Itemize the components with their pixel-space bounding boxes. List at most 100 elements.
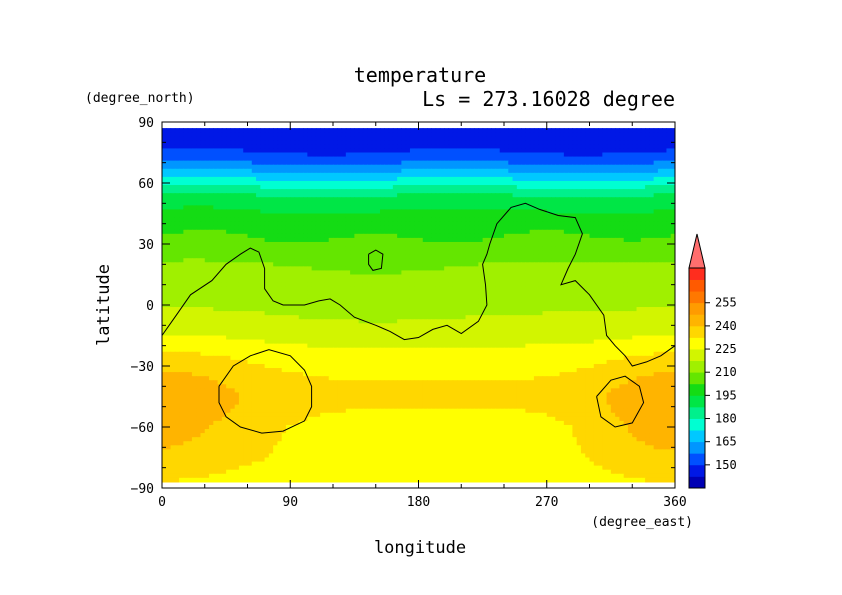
field-cell: [392, 274, 398, 280]
field-cell: [307, 209, 313, 215]
field-cell: [576, 209, 582, 215]
field-cell: [294, 201, 300, 206]
field-cell: [315, 197, 321, 202]
field-cell: [307, 172, 313, 178]
field-cell: [401, 132, 407, 137]
field-cell: [273, 229, 279, 235]
field-cell: [311, 168, 317, 174]
field-cell: [546, 241, 552, 247]
field-cell: [226, 189, 232, 194]
field-cell: [350, 254, 355, 259]
field-cell: [375, 156, 381, 162]
field-cell: [358, 136, 364, 141]
field-cell: [439, 246, 445, 251]
field-cell: [431, 189, 437, 194]
field-cell: [551, 254, 556, 259]
field-cell: [294, 128, 300, 133]
field-cell: [598, 270, 603, 276]
field-cell: [469, 213, 475, 219]
field-cell: [251, 246, 257, 251]
field-cell: [495, 237, 501, 243]
field-cell: [474, 152, 479, 158]
field-cell: [418, 209, 424, 215]
field-cell: [533, 180, 539, 186]
field-cell: [533, 156, 539, 162]
field-cell: [645, 246, 650, 251]
field-cell: [397, 189, 402, 194]
field-cell: [627, 176, 633, 182]
field-cell: [290, 172, 296, 178]
field-cell: [610, 164, 616, 170]
field-cell: [281, 189, 287, 194]
field-cell: [392, 221, 398, 227]
field-cell: [328, 258, 334, 263]
field-cell: [281, 156, 287, 162]
field-cell: [204, 148, 210, 154]
field-cell: [662, 168, 668, 174]
field-cell: [320, 213, 326, 219]
field-cell: [371, 180, 377, 186]
field-cell: [512, 132, 518, 137]
field-cell: [551, 176, 556, 182]
field-cell: [209, 176, 214, 182]
field-cell: [324, 160, 330, 166]
field-cell: [478, 144, 484, 150]
field-cell: [469, 266, 475, 272]
field-cell: [533, 144, 539, 150]
field-cell: [555, 250, 561, 255]
field-cell: [461, 201, 467, 206]
field-cell: [495, 282, 501, 288]
field-cell: [414, 246, 420, 251]
field-cell: [482, 221, 488, 227]
field-cell: [174, 205, 180, 211]
field-cell: [362, 213, 368, 219]
field-cell: [533, 168, 539, 174]
field-cell: [162, 144, 167, 150]
field-cell: [615, 250, 621, 255]
field-cell: [414, 172, 420, 178]
field-cell: [551, 160, 556, 166]
field-cell: [439, 262, 445, 267]
field-cell: [474, 290, 479, 296]
field-cell: [367, 144, 373, 150]
field-cell: [217, 270, 223, 276]
field-cell: [328, 209, 334, 215]
field-cell: [217, 160, 223, 166]
field-cell: [285, 136, 291, 141]
field-cell: [461, 152, 467, 158]
field-cell: [397, 254, 402, 259]
field-cell: [256, 213, 261, 219]
field-cell: [623, 233, 629, 239]
field-cell: [610, 270, 616, 276]
field-cell: [204, 254, 210, 259]
field-cell: [209, 225, 214, 231]
field-cell: [533, 229, 539, 235]
field-cell: [469, 233, 475, 239]
field-cell: [452, 197, 458, 202]
field-cell: [204, 189, 210, 194]
field-cell: [397, 132, 402, 137]
field-cell: [247, 286, 253, 292]
field-cell: [380, 221, 385, 227]
field-cell: [414, 250, 420, 255]
field-cell: [238, 128, 244, 133]
field-cell: [670, 209, 675, 215]
field-cell: [187, 278, 193, 284]
field-cell: [589, 128, 595, 133]
field-cell: [375, 278, 381, 284]
field-cell: [260, 270, 266, 276]
field-cell: [448, 250, 454, 255]
field-cell: [525, 185, 531, 190]
field-cell: [200, 144, 206, 150]
field-cell: [414, 168, 420, 174]
field-cell: [213, 258, 219, 263]
field-cell: [653, 185, 659, 190]
field-cell: [350, 274, 355, 280]
field-cell: [636, 152, 642, 158]
field-cell: [392, 205, 398, 211]
field-cell: [371, 193, 377, 198]
field-cell: [482, 246, 488, 251]
field-cell: [234, 128, 240, 133]
field-cell: [427, 189, 432, 194]
field-cell: [409, 254, 415, 259]
